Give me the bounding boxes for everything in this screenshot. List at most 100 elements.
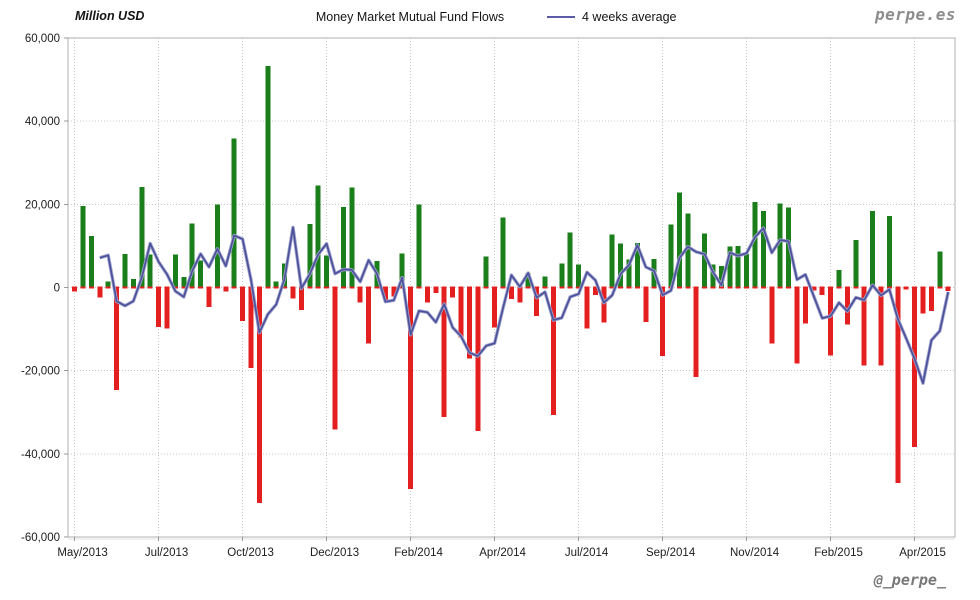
axis-ticks	[64, 37, 916, 541]
negative-flow-bar	[912, 287, 918, 447]
zero-tick	[366, 286, 372, 289]
positive-flow-bar	[634, 243, 640, 288]
positive-flow-bar	[525, 272, 531, 288]
negative-flow-bar	[433, 287, 439, 293]
x-tick-label: Jul/2014	[565, 547, 609, 559]
negative-flow-bar	[450, 287, 456, 298]
negative-flow-bar	[382, 287, 388, 300]
positive-flow-bar	[483, 256, 489, 288]
negative-flow-bar	[819, 287, 825, 295]
positive-flow-bar	[626, 259, 632, 288]
zero-tick	[500, 286, 506, 289]
bars-group	[72, 65, 951, 503]
positive-flow-bar	[718, 265, 724, 288]
zero-tick	[802, 286, 808, 289]
zero-tick	[609, 286, 615, 289]
zero-tick	[290, 286, 296, 289]
zero-tick	[727, 286, 733, 289]
zero-tick	[760, 286, 766, 289]
positive-flow-bar	[676, 192, 682, 288]
zero-tick	[189, 286, 195, 289]
positive-flow-bar	[559, 263, 565, 288]
zero-tick	[164, 286, 170, 289]
negative-flow-bar	[802, 287, 808, 324]
negative-flow-bar	[357, 287, 363, 303]
zero-tick	[676, 286, 682, 289]
positive-flow-bar	[744, 254, 750, 288]
positive-flow-bar	[777, 203, 783, 288]
x-tick-label: Jul/2013	[145, 547, 188, 559]
negative-flow-bar	[660, 287, 666, 357]
average-line	[99, 226, 950, 385]
y-tick-label: -20,000	[21, 366, 60, 378]
zero-tick	[408, 286, 414, 289]
zero-tick	[886, 286, 892, 289]
zero-tick	[853, 286, 859, 289]
zero-tick	[567, 286, 573, 289]
positive-flow-bar	[324, 255, 330, 288]
brand-link[interactable]: perpe.es	[874, 5, 956, 24]
zero-tick	[819, 286, 825, 289]
zero-tick	[508, 286, 514, 289]
zero-tick	[643, 286, 649, 289]
zero-tick	[80, 286, 86, 289]
negative-flow-bar	[920, 287, 926, 314]
positive-flow-bar	[500, 217, 506, 288]
twitter-handle-link[interactable]: @_perpe_	[873, 571, 946, 589]
negative-flow-bar	[601, 287, 607, 323]
zero-tick	[777, 286, 783, 289]
negative-flow-bar	[828, 287, 834, 356]
zero-tick	[601, 286, 607, 289]
positive-flow-bar	[340, 206, 346, 288]
negative-flow-bar	[458, 287, 464, 338]
zero-tick	[626, 286, 632, 289]
zero-tick	[340, 286, 346, 289]
positive-flow-bar	[315, 185, 321, 288]
zero-tick	[441, 286, 447, 289]
positive-flow-bar	[752, 201, 758, 288]
zero-tick	[307, 286, 313, 289]
zero-tick	[391, 286, 397, 289]
negative-flow-bar	[290, 287, 296, 299]
positive-flow-bar	[172, 254, 178, 288]
zero-tick	[651, 286, 657, 289]
zero-tick	[576, 286, 582, 289]
zero-tick	[466, 286, 472, 289]
zero-tick	[710, 286, 716, 289]
zero-tick	[88, 286, 94, 289]
positive-flow-bar	[886, 215, 892, 288]
zero-tick	[618, 286, 624, 289]
negative-flow-bar	[332, 287, 338, 430]
zero-tick	[130, 286, 136, 289]
x-tick-label: Sep/2014	[646, 547, 696, 559]
zero-tick	[282, 286, 288, 289]
zero-tick	[794, 286, 800, 289]
zero-tick	[475, 286, 481, 289]
zero-tick	[920, 286, 926, 289]
negative-flow-bar	[861, 287, 867, 366]
positive-flow-bar	[80, 205, 86, 288]
zero-tick	[181, 286, 187, 289]
zero-tick	[374, 286, 380, 289]
negative-flow-bar	[903, 287, 909, 290]
positive-flow-bar	[307, 223, 313, 288]
zero-tick	[550, 286, 556, 289]
zero-tick	[265, 286, 271, 289]
zero-tick	[735, 286, 741, 289]
zero-tick	[937, 286, 943, 289]
zero-tick	[256, 286, 262, 289]
zero-tick	[634, 286, 640, 289]
y-axis-labels: 60,000 40,000 20,000 0 -20,000 -40,000 -60,000	[21, 33, 60, 544]
negative-flow-bar	[97, 287, 103, 298]
negative-flow-bar	[256, 287, 262, 503]
negative-flow-bar	[466, 287, 472, 359]
zero-tick	[752, 286, 758, 289]
zero-tick	[382, 286, 388, 289]
y-tick-label: 0	[54, 283, 60, 295]
zero-tick	[483, 286, 489, 289]
average-line-swatch-icon	[547, 16, 575, 18]
x-tick-label: Apr/2015	[899, 547, 946, 559]
zero-tick	[416, 286, 422, 289]
